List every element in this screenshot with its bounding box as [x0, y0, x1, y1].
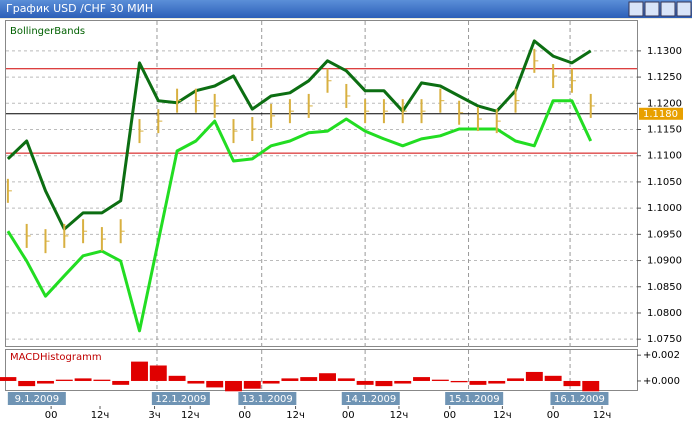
x-tick-label: 00 — [443, 410, 456, 421]
y-tick-label: 1.1200 — [647, 98, 682, 109]
x-tick-label: 3ч — [148, 410, 160, 421]
date-box — [445, 392, 504, 405]
macd-bar — [300, 377, 318, 381]
macd-bar — [319, 373, 336, 381]
macd-bar — [563, 380, 581, 387]
close-button[interactable] — [676, 1, 692, 17]
y-tick-label: +0.000 — [643, 376, 680, 387]
x-tick-label: 00 — [547, 410, 560, 421]
y-tick-label: 1.1050 — [647, 177, 682, 188]
y-tick-label: 1.1250 — [647, 72, 682, 83]
macd-bar — [37, 380, 54, 384]
window-buttons[interactable] — [628, 1, 692, 17]
band-line — [6, 39, 592, 231]
price-label-box — [639, 107, 683, 120]
macd-bar — [525, 371, 543, 381]
y-tick-label: 1.1300 — [647, 46, 682, 57]
macd-panel — [5, 349, 638, 391]
macd-bar — [18, 380, 36, 387]
macd-bar — [356, 380, 374, 385]
date-box — [341, 392, 400, 405]
x-tick-label: 12ч — [91, 410, 110, 421]
date-label: 15.1.2009 — [449, 394, 500, 405]
y-tick-label: 1.0950 — [647, 229, 682, 240]
macd-bar — [375, 380, 393, 387]
x-tick-label: 00 — [45, 410, 58, 421]
macd-bar — [337, 378, 355, 381]
maximize-button[interactable] — [644, 1, 660, 17]
macd-bar — [281, 378, 299, 381]
macd-bar — [544, 375, 562, 381]
macd-bar — [225, 380, 242, 392]
date-label: 14.1.2009 — [345, 394, 396, 405]
x-tick-label: 00 — [238, 410, 251, 421]
date-box — [550, 392, 609, 405]
window-title: График USD /CHF 30 МИН — [6, 2, 153, 15]
macd-bar — [413, 377, 430, 381]
macd-bar — [243, 380, 261, 389]
title-bar — [0, 0, 692, 18]
y-tick-label: 1.1100 — [647, 151, 682, 162]
band-line — [6, 99, 593, 333]
y-tick-label: 1.1000 — [647, 203, 682, 214]
x-tick-label: 12ч — [493, 410, 512, 421]
macd-bar — [262, 380, 280, 384]
macd-bar — [394, 380, 412, 384]
date-box — [151, 392, 210, 405]
macd-bar — [206, 380, 224, 388]
y-tick-label: 1.0800 — [647, 308, 682, 319]
y-tick-label: 1.0850 — [647, 282, 682, 293]
macd-bar — [582, 380, 600, 392]
macd-bar — [450, 380, 468, 383]
y-tick-label: 1.1150 — [647, 125, 682, 136]
macd-bar — [55, 379, 73, 381]
macd-bar — [149, 365, 167, 381]
date-label: 12.1.2009 — [155, 394, 206, 405]
x-tick-label: 00 — [342, 410, 355, 421]
macd-bar — [507, 378, 524, 381]
macd-bar — [0, 377, 17, 381]
x-tick-label: 12ч — [593, 410, 612, 421]
macd-bar — [131, 361, 148, 381]
price-label: 1.1180 — [643, 109, 678, 120]
macd-bar — [187, 380, 205, 384]
date-label: 13.1.2009 — [242, 394, 293, 405]
main-panel — [5, 20, 638, 347]
macd-bar — [431, 379, 449, 381]
x-tick-label: 12ч — [181, 410, 200, 421]
macd-bar — [469, 380, 487, 385]
macd-bar — [488, 380, 506, 384]
macd-bar — [74, 378, 92, 381]
macd-bar — [168, 375, 186, 381]
y-tick-label: 1.0750 — [647, 334, 682, 345]
macd-panel-title: MACDHistogramm — [10, 352, 102, 363]
x-tick-label: 12ч — [286, 410, 305, 421]
macd-bar — [112, 380, 130, 385]
date-label: 16.1.2009 — [554, 394, 605, 405]
date-label: 9.1.2009 — [15, 394, 60, 405]
main-panel-title: BollingerBands — [10, 26, 85, 37]
restore-button[interactable] — [660, 1, 676, 17]
date-box — [238, 392, 297, 405]
y-tick-label: 1.0900 — [647, 256, 682, 267]
date-box — [7, 392, 66, 405]
minimize-button[interactable] — [628, 1, 644, 17]
x-tick-label: 12ч — [390, 410, 409, 421]
y-tick-label: +0.002 — [643, 350, 680, 361]
macd-bar — [93, 379, 111, 381]
